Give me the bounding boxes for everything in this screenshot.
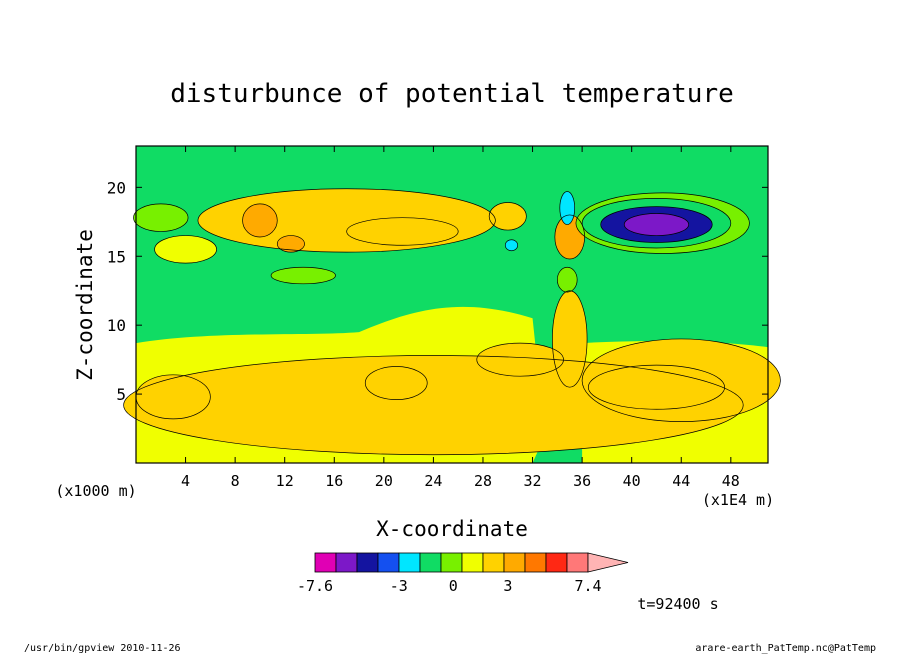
- contour-line: [623, 213, 690, 236]
- contour-line: [270, 266, 336, 285]
- x-tick-label: 12: [276, 472, 294, 490]
- colorbar-tick-label: 0: [449, 577, 458, 595]
- colorbar-swatch: [335, 552, 358, 573]
- contour-line: [575, 192, 750, 254]
- x-unit-right: (x1E4 m): [702, 491, 774, 509]
- x-axis: 4 8 12 16 20 24 28 32 36 40 44 48: [181, 146, 740, 490]
- x-tick-label: 44: [672, 472, 690, 490]
- colorbar-swatch: [314, 552, 337, 573]
- y-axis-label: Z-coordinate: [73, 229, 97, 381]
- contour-line: [197, 188, 496, 253]
- colorbar-swatch: [545, 552, 568, 573]
- colorbar-tick-label: -7.6: [297, 577, 333, 595]
- contour-band: [552, 290, 588, 388]
- contour-line: [552, 290, 588, 388]
- colorbar-swatch: [440, 552, 463, 573]
- contour-band: [242, 203, 278, 237]
- contour-line: [559, 191, 576, 225]
- y-tick-label: 20: [107, 178, 126, 197]
- colorbar-swatch: [524, 552, 547, 573]
- x-tick-label: 48: [722, 472, 740, 490]
- contour-line: [346, 217, 459, 246]
- colorbar-swatch: [377, 552, 400, 573]
- x-tick-label: 24: [424, 472, 442, 490]
- contour-line: [123, 355, 744, 456]
- contour-lines: [123, 188, 781, 456]
- contour-band: [154, 235, 217, 264]
- contour-line: [581, 338, 781, 423]
- colorbar-swatch: [356, 552, 379, 573]
- contour-band: [271, 267, 336, 284]
- contour-line: [364, 366, 428, 400]
- plot-frame: [135, 145, 769, 464]
- contour-line: [600, 206, 713, 243]
- contour-line: [476, 342, 564, 377]
- contour-band: [505, 239, 518, 251]
- x-tick-label: 20: [375, 472, 393, 490]
- colorbar-swatch: [566, 552, 589, 573]
- contour-band: [277, 235, 305, 253]
- colorbar-swatch: [398, 552, 421, 573]
- x-tick-label: 28: [474, 472, 492, 490]
- colorbar-swatch: [461, 552, 484, 573]
- contour-band: [624, 213, 689, 236]
- time-label: t=92400 s: [637, 595, 718, 613]
- colorbar: -7.6 -3 0 3 7.4: [297, 552, 629, 595]
- colorbar-swatch: [503, 552, 526, 573]
- contour-band: [588, 365, 725, 410]
- y-tick-label: 5: [116, 385, 126, 404]
- x-unit-left: (x1000 m): [55, 482, 136, 500]
- footer-left: /usr/bin/gpview 2010-11-26: [24, 643, 181, 654]
- contour-line: [242, 203, 278, 238]
- y-tick-label: 10: [107, 316, 126, 335]
- contour-band: [559, 191, 575, 225]
- contour-field: [123, 188, 781, 463]
- x-axis-label: X-coordinate: [376, 517, 528, 541]
- contour-band: [489, 202, 527, 231]
- colorbar-swatch: [419, 552, 442, 573]
- x-tick-label: 16: [325, 472, 343, 490]
- colorbar-tick-label: 3: [503, 577, 512, 595]
- x-tick-label: 32: [524, 472, 542, 490]
- x-tick-label: 36: [573, 472, 591, 490]
- x-tick-label: 40: [623, 472, 641, 490]
- contour-line: [488, 202, 527, 231]
- contour-line: [154, 235, 217, 264]
- contour-line: [556, 266, 578, 293]
- contour-band: [346, 217, 459, 246]
- contour-band: [557, 267, 578, 293]
- plot-area: [123, 145, 781, 464]
- contour-band: [365, 366, 428, 400]
- contour-line: [504, 239, 519, 252]
- contour-band: [133, 203, 189, 232]
- y-axis: 5 10 15 20: [107, 178, 768, 404]
- chart-title: disturbunce of potential temperature: [170, 79, 734, 109]
- y-tick-label: 15: [107, 247, 126, 266]
- contour-line: [276, 235, 305, 253]
- contour-line: [587, 364, 725, 410]
- footer-right: arare-earth_PatTemp.nc@PatTemp: [695, 643, 876, 654]
- contour-band: [476, 343, 564, 377]
- contour-line: [581, 198, 732, 249]
- colorbar-swatch: [482, 552, 505, 573]
- x-tick-label: 8: [231, 472, 240, 490]
- contour-band: [136, 374, 211, 419]
- colorbar-tick-label: 7.4: [574, 577, 601, 595]
- colorbar-tick-label: -3: [390, 577, 408, 595]
- colorbar-arrow: [587, 552, 629, 573]
- x-tick-label: 4: [181, 472, 190, 490]
- contour-line: [133, 203, 189, 232]
